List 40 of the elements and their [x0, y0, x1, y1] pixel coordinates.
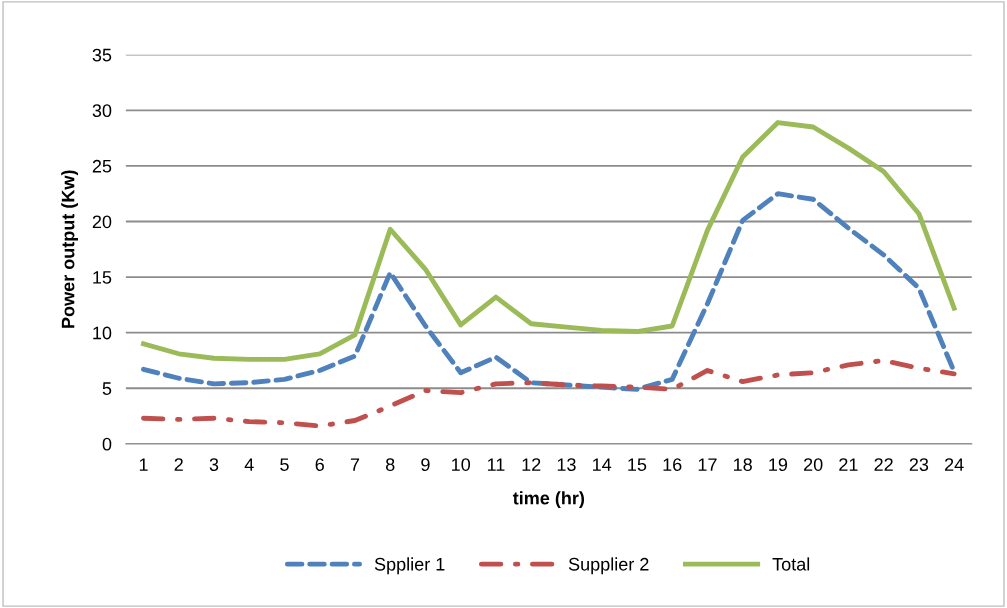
x-tick-label: 6 — [315, 458, 324, 471]
legend-label: Spplier 1 — [374, 557, 445, 575]
x-tick-label: 3 — [209, 458, 219, 471]
y-tick-label: 15 — [93, 271, 112, 284]
line-series — [141, 120, 957, 362]
x-tick-label: 18 — [734, 458, 752, 471]
y-tick-label: 25 — [92, 159, 112, 173]
x-tick-label: 4 — [244, 458, 254, 471]
y-tick-label: 20 — [92, 215, 112, 229]
x-tick-label: 8 — [385, 458, 395, 471]
x-tick-label: 16 — [663, 458, 682, 471]
y-axis-title: Power output (Kw) — [61, 170, 79, 328]
y-tick-label: 5 — [102, 382, 112, 395]
x-axis-title: time (hr) — [512, 491, 585, 509]
x-tick-label: 24 — [945, 458, 964, 471]
x-tick-label: 12 — [522, 458, 541, 471]
x-tick-label: 19 — [769, 458, 788, 471]
x-tick-label: 9 — [421, 458, 430, 471]
y-tick-label: 35 — [92, 48, 112, 62]
x-tick-label: 23 — [909, 458, 929, 471]
x-tick-label: 20 — [804, 458, 823, 471]
x-tick-label: 15 — [628, 458, 647, 471]
x-tick-label: 22 — [874, 458, 893, 471]
legend-label: Total — [772, 557, 810, 571]
x-tick-label: 11 — [487, 458, 505, 471]
x-tick-label: 5 — [280, 458, 289, 471]
x-tick-label: 7 — [350, 458, 360, 471]
x-tick-label: 2 — [174, 458, 183, 471]
line-series — [141, 191, 957, 392]
line-series — [141, 358, 957, 429]
legend-label: Supplier 2 — [568, 557, 649, 575]
x-tick-label: 1 — [139, 458, 148, 471]
y-tick-label: 10 — [93, 326, 112, 340]
x-tick-label: 13 — [557, 458, 576, 471]
x-tick-label: 10 — [452, 458, 471, 471]
x-tick-label: 17 — [698, 458, 717, 471]
y-tick-label: 0 — [102, 437, 112, 451]
y-tick-label: 30 — [92, 104, 112, 118]
x-tick-label: 14 — [593, 458, 612, 471]
x-tick-label: 21 — [839, 458, 858, 471]
